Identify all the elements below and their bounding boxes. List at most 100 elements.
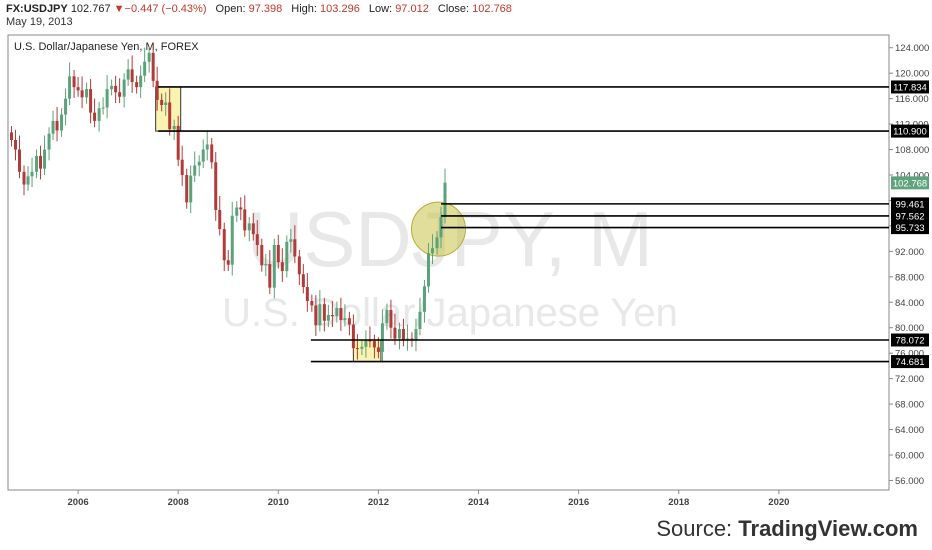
x-tick-label: 2010: [268, 497, 289, 508]
candle-body: [39, 155, 43, 169]
candle-body: [260, 245, 264, 266]
candle-body: [64, 98, 68, 115]
open-value: 97.398: [248, 3, 283, 15]
candle-body: [55, 120, 59, 131]
level-badge: [891, 80, 929, 94]
y-tick-label: 92.000: [895, 247, 924, 258]
candle-body: [368, 340, 372, 342]
candle-body: [339, 308, 343, 321]
candle-body: [80, 90, 84, 98]
candle-body: [205, 144, 209, 150]
candle-body: [114, 85, 118, 93]
candle-body: [164, 102, 168, 105]
level-badge-label: 78.072: [895, 335, 924, 346]
candle-body: [93, 112, 97, 121]
candle-body: [101, 107, 105, 109]
candle-body: [180, 159, 184, 175]
open-label: Open:: [215, 3, 246, 15]
candle-body: [30, 171, 34, 177]
candle-body: [280, 262, 284, 272]
candle-body: [230, 215, 234, 265]
y-tick-label: 56.000: [895, 476, 924, 487]
candle-body: [172, 126, 176, 130]
y-tick-label: 72.000: [895, 374, 924, 385]
candle-body: [47, 133, 51, 150]
level-badge: [891, 221, 929, 235]
candle-body: [435, 237, 439, 249]
x-tick-label: 2018: [668, 497, 689, 508]
candle-body: [405, 338, 409, 340]
candle-body: [22, 171, 26, 185]
candle-body: [360, 346, 364, 349]
candle-body: [118, 92, 122, 97]
candle-body: [335, 308, 339, 317]
level-badge: [891, 124, 929, 138]
chart-title: U.S. Dollar/Japanese Yen, M, FOREX: [14, 41, 199, 53]
source-prefix: Source:: [656, 516, 739, 541]
candle-body: [10, 132, 14, 140]
candle-body: [51, 120, 55, 134]
y-tick-label: 108.000: [895, 145, 929, 156]
x-tick-label: 2020: [768, 497, 789, 508]
candle-body: [255, 234, 259, 245]
candle-body: [35, 155, 39, 172]
candle-body: [305, 287, 309, 301]
level-badge: [891, 209, 929, 223]
x-tick-label: 2006: [68, 497, 89, 508]
level-badge-label: 97.562: [895, 211, 924, 222]
candle-body: [289, 239, 293, 242]
candle-body: [414, 329, 418, 341]
x-tick-label: 2008: [168, 497, 189, 508]
candle-body: [397, 329, 401, 339]
candle-body: [18, 149, 22, 172]
candle-body: [72, 76, 76, 88]
candle-body: [364, 340, 368, 347]
watermark-name: U.S. Dollar/Japanese Yen: [222, 291, 678, 335]
candle-body: [14, 140, 18, 150]
candle-body: [301, 274, 305, 287]
candle-body: [110, 85, 114, 90]
candle-body: [401, 329, 405, 340]
candle-body: [272, 245, 276, 288]
candle-body: [285, 241, 289, 272]
candle-body: [385, 309, 389, 324]
last-price-label: 102.768: [893, 178, 927, 189]
candle-body: [147, 52, 151, 62]
x-tick-label: 2012: [368, 497, 389, 508]
low-value: 97.012: [395, 3, 429, 15]
candle-body: [160, 99, 164, 105]
candle-body: [380, 323, 384, 352]
y-tick-label: 80.000: [895, 323, 924, 334]
candle-body: [222, 229, 226, 261]
high-value: 103.296: [320, 3, 360, 15]
candle-body: [176, 126, 180, 160]
candle-body: [264, 264, 268, 266]
candle-body: [326, 315, 330, 321]
x-tick-label: 2016: [568, 497, 589, 508]
quote-header: FX:USDJPY 102.767 ▼−0.447 (−0.43%) Open:…: [6, 2, 512, 16]
symbol[interactable]: FX:USDJPY: [6, 3, 68, 15]
candle-body: [297, 256, 301, 275]
candle-body: [89, 89, 93, 113]
candle-body: [389, 309, 393, 328]
candle-body: [68, 76, 72, 99]
candle-body: [430, 248, 434, 254]
candle-body: [189, 175, 193, 203]
price-change: −0.447 (−0.43%): [124, 3, 207, 15]
candle-body: [26, 176, 30, 185]
y-tick-label: 84.000: [895, 298, 924, 309]
candle-body: [185, 175, 189, 203]
candle-body: [226, 260, 230, 265]
candle-body: [293, 239, 297, 257]
plot-frame: [7, 34, 890, 491]
candle-body: [239, 207, 243, 210]
candle-body: [60, 114, 64, 131]
source-brand[interactable]: TradingView.com: [738, 516, 918, 541]
candle-body: [243, 209, 247, 231]
candle-body: [268, 264, 272, 288]
close-value: 102.768: [472, 3, 512, 15]
candle-body: [218, 210, 222, 230]
y-tick-label: 68.000: [895, 400, 924, 411]
candle-body: [351, 324, 355, 349]
